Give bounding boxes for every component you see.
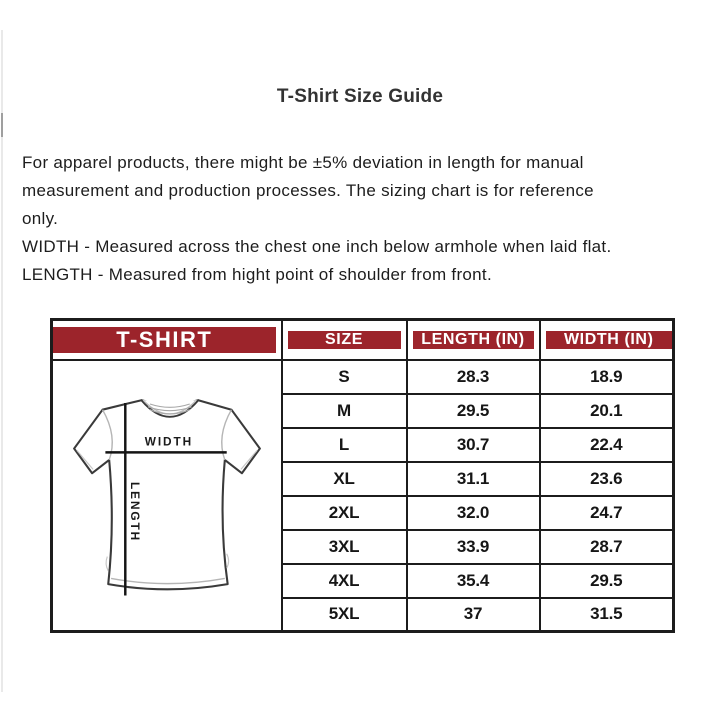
width-cell: 23.6 xyxy=(538,460,675,497)
width-definition: WIDTH - Measured across the chest one in… xyxy=(22,237,612,256)
table-header-row: T-SHIRT SIZE LENGTH (IN) WIDTH (IN) xyxy=(50,318,675,361)
length-cell: 32.0 xyxy=(405,494,541,531)
tshirt-diagram: WIDTH LENGTH xyxy=(72,399,261,596)
size-cell: 3XL xyxy=(280,528,408,565)
width-cell: 24.7 xyxy=(538,494,675,531)
width-label: WIDTH xyxy=(145,435,193,449)
length-definition: LENGTH - Measured from hight point of sh… xyxy=(22,265,492,284)
size-cell: XL xyxy=(280,460,408,497)
table-row: 2XL 32.0 24.7 xyxy=(52,494,675,531)
size-cell: 2XL xyxy=(280,494,408,531)
measurement-notes: For apparel products, there might be ±5%… xyxy=(22,149,680,289)
table-row: 5XL 37 31.5 xyxy=(52,596,675,633)
scroll-indicator xyxy=(1,113,3,137)
length-cell: 35.4 xyxy=(405,562,541,599)
length-cell: 33.9 xyxy=(405,528,541,565)
size-chart-table: T-SHIRT SIZE LENGTH (IN) WIDTH (IN) xyxy=(50,318,675,633)
table-header-width: WIDTH (IN) xyxy=(545,330,672,349)
width-cell: 31.5 xyxy=(538,596,675,633)
length-label: LENGTH xyxy=(128,482,142,542)
table-header-product: T-SHIRT xyxy=(53,326,276,353)
deviation-note: For apparel products, there might be ±5%… xyxy=(22,153,594,228)
size-cell: M xyxy=(280,392,408,429)
table-row: 4XL 35.4 29.5 xyxy=(52,562,675,599)
table-header-length: LENGTH (IN) xyxy=(412,330,534,349)
page-left-border xyxy=(1,30,3,692)
page-title: T-Shirt Size Guide xyxy=(276,86,444,107)
table-row: 3XL 33.9 28.7 xyxy=(52,528,675,565)
table-row: WIDTH LENGTH S 28.3 18.9 xyxy=(50,358,675,633)
width-cell: 22.4 xyxy=(538,426,675,463)
size-cell: 5XL xyxy=(280,596,408,633)
size-cell: S xyxy=(280,358,408,395)
width-cell: 18.9 xyxy=(538,358,675,395)
length-cell: 28.3 xyxy=(405,358,541,395)
width-cell: 29.5 xyxy=(538,562,675,599)
tshirt-diagram-cell: WIDTH LENGTH xyxy=(50,358,283,633)
length-cell: 31.1 xyxy=(405,460,541,497)
length-cell: 37 xyxy=(405,596,541,633)
table-row: M 29.5 20.1 xyxy=(52,392,675,429)
size-cell: L xyxy=(280,426,408,463)
table-header-size: SIZE xyxy=(287,330,401,349)
size-cell: 4XL xyxy=(280,562,408,599)
table-row: XL 31.1 23.6 xyxy=(52,460,675,497)
length-cell: 29.5 xyxy=(405,392,541,429)
width-cell: 20.1 xyxy=(538,392,675,429)
length-cell: 30.7 xyxy=(405,426,541,463)
width-cell: 28.7 xyxy=(538,528,675,565)
table-row: L 30.7 22.4 xyxy=(52,426,675,463)
